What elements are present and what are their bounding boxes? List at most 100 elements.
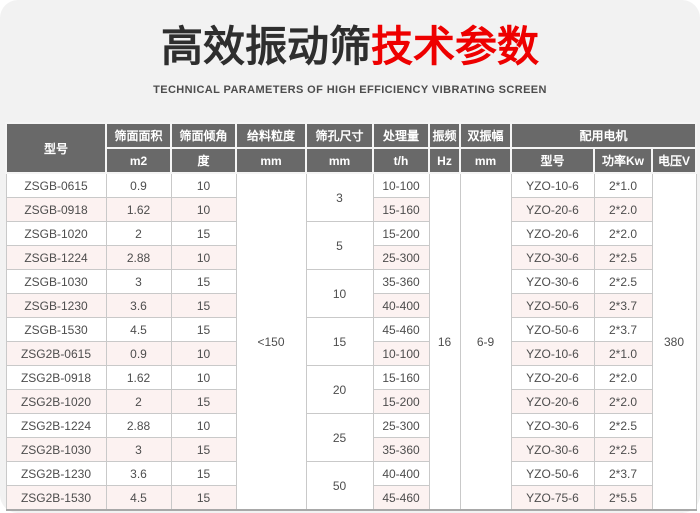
cell-frequency: 16 — [428, 172, 461, 511]
cell-mesh-size: 5 — [305, 221, 374, 270]
cell-motor-model: YZO-50-6 — [510, 317, 595, 342]
cell-area: 4.5 — [105, 317, 172, 342]
table-row: ZSGB-1224 2.88 10 25-300 YZO-30-6 2*2.5 — [5, 245, 696, 270]
cell-model: ZSGB-1030 — [5, 269, 107, 294]
cell-motor-model: YZO-30-6 — [510, 245, 595, 270]
cell-angle: 10 — [170, 341, 237, 366]
cell-power: 2*2.5 — [593, 413, 653, 438]
cell-area: 3 — [105, 269, 172, 294]
cell-motor-model: YZO-30-6 — [510, 269, 595, 294]
cell-angle: 15 — [170, 221, 237, 246]
cell-angle: 10 — [170, 413, 237, 438]
header-unit-0: m2 — [105, 147, 172, 174]
table-body: ZSGB-0615 0.9 10 <150 3 10-100 16 6-9 YZO-10-6 2*… — [5, 172, 697, 511]
cell-capacity: 45-460 — [372, 485, 430, 511]
cell-motor-model: YZO-20-6 — [510, 389, 595, 414]
table-header: 型号 筛面面积 筛面倾角 给料粒度 筛孔尺寸 处理量 振频 双振幅 配用电机 m2 度 mm mm t/h… — [5, 122, 697, 174]
cell-capacity: 15-200 — [372, 389, 430, 414]
cell-angle: 10 — [170, 365, 237, 390]
cell-area: 3.6 — [105, 461, 172, 486]
cell-motor-model: YZO-50-6 — [510, 461, 595, 486]
header-motor-group: 配用电机 — [510, 122, 697, 149]
header-unit-6: mm — [459, 147, 512, 174]
cell-area: 2.88 — [105, 245, 172, 270]
cell-model: ZSG2B-1030 — [5, 437, 107, 462]
cell-area: 2 — [105, 221, 172, 246]
cell-power: 2*2.5 — [593, 269, 653, 294]
table-row: ZSGB-0615 0.9 10 <150 3 10-100 16 6-9 YZO-10-6 2*… — [5, 172, 697, 511]
header-group-6: 双振幅 — [459, 122, 512, 149]
cell-angle: 15 — [170, 485, 237, 511]
cell-power: 2*2.5 — [593, 245, 653, 270]
cell-mesh-size: 50 — [305, 461, 374, 511]
header-row-1: 型号 筛面面积 筛面倾角 给料粒度 筛孔尺寸 处理量 振频 双振幅 配用电机 — [5, 122, 697, 174]
cell-angle: 15 — [170, 293, 237, 318]
cell-angle: 15 — [170, 389, 237, 414]
cell-mesh-size: 10 — [305, 269, 374, 318]
cell-capacity: 40-400 — [372, 461, 430, 486]
cell-area: 3 — [105, 437, 172, 462]
header-motor-col-2: 电压V — [651, 147, 697, 174]
cell-area: 1.62 — [105, 365, 172, 390]
cell-motor-model: YZO-75-6 — [510, 485, 595, 511]
cell-motor-model: YZO-20-6 — [510, 197, 595, 222]
cell-model: ZSGB-1224 — [5, 245, 107, 270]
page-subtitle: TECHNICAL PARAMETERS OF HIGH EFFICIENCY … — [153, 84, 547, 96]
header-group-0: 筛面面积 — [105, 122, 172, 149]
cell-power: 2*2.5 — [593, 437, 653, 462]
cell-motor-model: YZO-20-6 — [510, 221, 595, 246]
cell-area: 4.5 — [105, 485, 172, 511]
page-title: 高效振动筛技术参数 — [0, 18, 700, 76]
cell-power: 2*2.0 — [593, 221, 653, 246]
table-row: ZSG2B-1224 2.88 10 25 25-300 YZO-30-6 2*2.5 — [5, 413, 696, 462]
cell-model: ZSG2B-0615 — [5, 341, 107, 366]
cell-angle: 15 — [170, 269, 237, 294]
header-group-1: 筛面倾角 — [170, 122, 237, 149]
cell-capacity: 35-360 — [372, 437, 430, 462]
cell-angle: 10 — [170, 172, 237, 198]
cell-area: 2.88 — [105, 413, 172, 438]
cell-capacity: 40-400 — [372, 293, 430, 318]
cell-model: ZSGB-1530 — [5, 317, 107, 342]
table-row: ZSG2B-1020 2 15 15-200 YZO-20-6 2*2.0 — [5, 389, 696, 414]
cell-motor-model: YZO-30-6 — [510, 437, 595, 462]
cell-area: 2 — [105, 389, 172, 414]
header-motor-col-1: 功率Kw — [593, 147, 653, 174]
header-motor-col-0: 型号 — [510, 147, 595, 174]
cell-area: 0.9 — [105, 172, 172, 198]
cell-model: ZSG2B-1020 — [5, 389, 107, 414]
table-row: ZSGB-1020 2 15 5 15-200 YZO-20-6 2*2.0 — [5, 221, 696, 270]
cell-capacity: 45-460 — [372, 317, 430, 342]
cell-motor-model: YZO-50-6 — [510, 293, 595, 318]
cell-motor-model: YZO-10-6 — [510, 172, 595, 198]
cell-model: ZSGB-1020 — [5, 221, 107, 246]
cell-power: 2*5.5 — [593, 485, 653, 511]
cell-model: ZSGB-1230 — [5, 293, 107, 318]
cell-power: 2*2.0 — [593, 197, 653, 222]
cell-angle: 10 — [170, 245, 237, 270]
cell-motor-model: YZO-30-6 — [510, 413, 595, 438]
cell-area: 0.9 — [105, 341, 172, 366]
header-unit-5: Hz — [428, 147, 461, 174]
cell-power: 2*3.7 — [593, 293, 653, 318]
cell-model: ZSG2B-1230 — [5, 461, 107, 486]
table-row: ZSG2B-0615 0.9 10 10-100 YZO-10-6 2*1.0 — [5, 341, 696, 366]
cell-model: ZSGB-0615 — [5, 172, 107, 198]
table-row: ZSG2B-1030 3 15 35-360 YZO-30-6 2*2.5 — [5, 437, 696, 462]
cell-capacity: 15-200 — [372, 221, 430, 246]
cell-model: ZSG2B-1530 — [5, 485, 107, 511]
cell-capacity: 10-100 — [372, 341, 430, 366]
cell-model: ZSGB-0918 — [5, 197, 107, 222]
header-unit-4: t/h — [372, 147, 430, 174]
cell-mesh-size: 15 — [305, 317, 374, 366]
cell-power: 2*3.7 — [593, 317, 653, 342]
header-model: 型号 — [5, 122, 107, 174]
cell-angle: 10 — [170, 197, 237, 222]
cell-mesh-size: 3 — [305, 172, 374, 222]
cell-capacity: 25-300 — [372, 245, 430, 270]
page-title-black: 高效振动筛 — [160, 23, 371, 70]
cell-capacity: 15-160 — [372, 197, 430, 222]
cell-area: 3.6 — [105, 293, 172, 318]
